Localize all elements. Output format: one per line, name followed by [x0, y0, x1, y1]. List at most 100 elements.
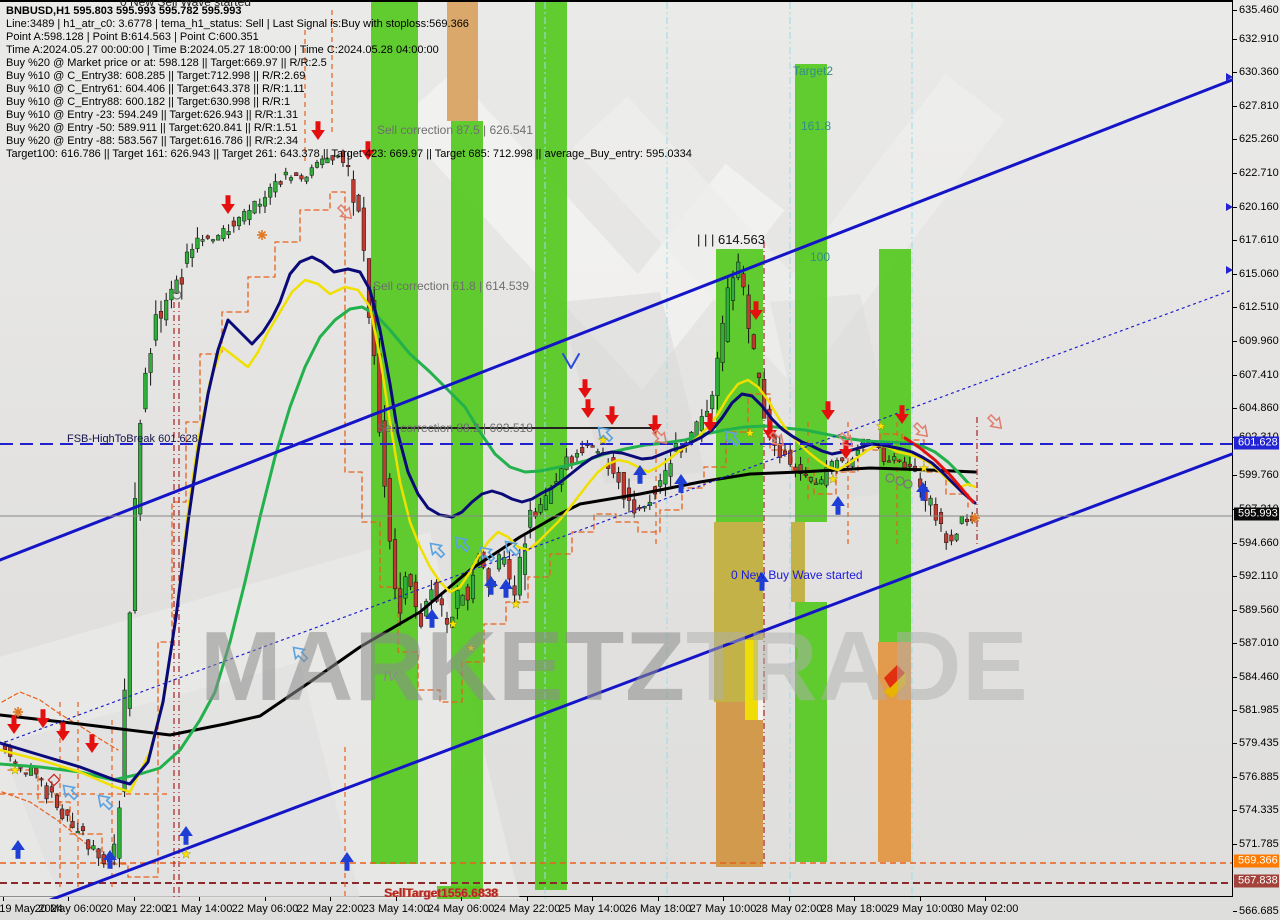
buy-signal-arrow-icon	[484, 576, 498, 595]
time-tick-label: 22 May 22:00	[296, 903, 364, 915]
star-marker-icon: ★	[466, 641, 477, 655]
hollow-up-arrow-icon	[429, 542, 446, 559]
star-marker-icon: ★	[10, 763, 21, 777]
sell-signal-arrow-icon	[221, 195, 235, 214]
star-marker-icon: ★	[876, 419, 887, 433]
star-marker-icon: ★	[511, 597, 522, 611]
star-marker-icon: ★	[745, 426, 756, 440]
time-tick-label: 29 May 10:00	[886, 903, 954, 915]
sell-signal-arrow-icon	[581, 399, 595, 418]
price-tick-label: 615.060	[1239, 268, 1279, 280]
buy-signal-arrow-icon	[499, 579, 513, 598]
price-tick-mark	[1233, 375, 1237, 376]
time-tick-label: 21 May 14:00	[165, 903, 233, 915]
price-tick-mark	[1233, 710, 1237, 711]
circle-marker-icon	[903, 479, 913, 489]
time-tick-mark	[854, 897, 855, 901]
price-badge-601.628: 601.628	[1234, 436, 1279, 450]
time-tick-label: 20 May 06:00	[34, 903, 102, 915]
price-tick-mark	[1233, 610, 1237, 611]
hollow-down-arrow-icon	[986, 413, 1003, 430]
hollow-down-arrow-icon	[912, 421, 929, 438]
chart-area[interactable]: ★ ★ ★ ★ ★ ★ ★ ★ ★ ★ MARKETZTRADE BNBUSD,H1 595.80…	[0, 0, 1233, 900]
price-tick-label: 635.460	[1239, 4, 1279, 16]
price-tick-mark	[1233, 274, 1237, 275]
hollow-down-arrow-icon	[837, 431, 854, 448]
buy-signal-arrow-icon	[831, 496, 845, 515]
hollow-up-arrow-icon	[292, 646, 309, 663]
circle-marker-icon	[885, 473, 895, 483]
sell-signal-arrow-icon	[703, 413, 717, 432]
price-tick-mark	[1233, 911, 1237, 912]
price-tick-label: 594.660	[1239, 537, 1279, 549]
hollow-up-arrow-icon	[504, 540, 521, 557]
price-tick-label: 599.760	[1239, 469, 1279, 481]
price-axis[interactable]: 635.460 632.910 630.360 627.810 625.260 622.7…	[1233, 0, 1280, 917]
price-tick-mark	[1233, 643, 1237, 644]
price-badge-595.993: 595.993	[1234, 507, 1279, 521]
price-tick-mark	[1233, 72, 1237, 73]
sell-signal-arrow-icon	[839, 440, 853, 459]
hollow-up-arrow-icon	[62, 784, 79, 801]
time-tick-mark	[3, 897, 4, 901]
time-tick-mark	[199, 897, 200, 901]
hollow-up-arrow-icon	[454, 536, 471, 553]
price-tick-label: 574.335	[1239, 804, 1279, 816]
time-tick-mark	[789, 897, 790, 901]
sell-signal-arrow-icon	[311, 121, 325, 140]
time-tick-label: 19 May 2024	[0, 903, 63, 915]
circle-marker-icon	[172, 290, 182, 300]
sell-signal-arrow-icon	[763, 421, 777, 440]
sell-signal-arrow-icon	[895, 405, 909, 424]
sell-signal-arrow-icon	[36, 709, 50, 728]
star-marker-icon: ★	[598, 433, 609, 447]
time-axis[interactable]: 19 May 2024 20 May 06:00 20 May 22:00 21 Ma…	[0, 897, 1280, 920]
time-tick-mark	[723, 897, 724, 901]
buy-signal-arrow-icon	[179, 826, 193, 845]
circle-marker-icon	[895, 476, 905, 486]
price-tick-mark	[1233, 106, 1237, 107]
buy-signal-arrow-icon	[103, 850, 117, 869]
price-tick-label: 627.810	[1239, 100, 1279, 112]
time-tick-mark	[920, 897, 921, 901]
price-tick-mark	[1233, 139, 1237, 140]
sell-signal-arrow-icon	[578, 379, 592, 398]
time-tick-label: 25 May 14:00	[558, 903, 626, 915]
sell-signal-arrow-icon	[7, 715, 21, 734]
price-tick-label: 607.410	[1239, 369, 1279, 381]
price-tick-label: 587.010	[1239, 637, 1279, 649]
price-tick-label: 584.460	[1239, 671, 1279, 683]
buy-signal-arrow-icon	[425, 609, 439, 628]
buy-signal-arrow-icon	[633, 465, 647, 484]
time-tick-label: 26 May 18:00	[624, 903, 692, 915]
price-tick-mark	[1233, 240, 1237, 241]
sell-signal-arrow-icon	[605, 406, 619, 425]
time-tick-mark	[592, 897, 593, 901]
price-tick-label: 589.560	[1239, 604, 1279, 616]
price-tick-label: 612.510	[1239, 301, 1279, 313]
price-tick-label: 622.710	[1239, 167, 1279, 179]
price-tick-mark	[1233, 207, 1237, 208]
sell-signal-arrow-icon	[56, 722, 70, 741]
price-tick-label: 609.960	[1239, 335, 1279, 347]
buy-signal-arrow-icon	[916, 482, 930, 501]
sell-signal-arrow-icon	[821, 401, 835, 420]
hollow-up-arrow-icon	[97, 794, 114, 811]
buy-signal-arrow-icon	[755, 572, 769, 591]
price-tick-mark	[1233, 408, 1237, 409]
time-tick-label: 20 May 22:00	[100, 903, 168, 915]
price-tick-mark	[1233, 743, 1237, 744]
time-tick-mark	[265, 897, 266, 901]
time-tick-mark	[985, 897, 986, 901]
price-tick-mark	[1233, 39, 1237, 40]
price-tick-label: 617.610	[1239, 234, 1279, 246]
time-tick-label: 28 May 18:00	[820, 903, 888, 915]
time-tick-mark	[134, 897, 135, 901]
sell-signal-arrow-icon	[648, 415, 662, 434]
price-tick-mark	[1233, 341, 1237, 342]
time-tick-label: 30 May 02:00	[951, 903, 1019, 915]
buy-signal-arrow-icon	[674, 474, 688, 493]
price-tick-mark	[1233, 677, 1237, 678]
candlestick-chart[interactable]: ★ ★ ★ ★ ★ ★ ★ ★ ★ ★	[0, 2, 1233, 899]
price-badge-569.366: 569.366	[1234, 854, 1279, 868]
